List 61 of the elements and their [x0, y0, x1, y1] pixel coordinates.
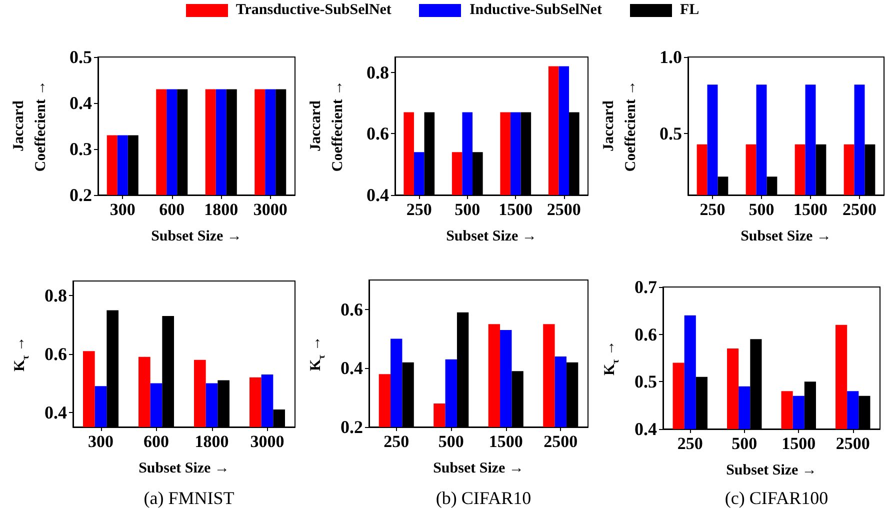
y-axis-title: Jaccard Coeffecient →	[601, 80, 639, 172]
x-tick-label: 2500	[842, 200, 876, 219]
y-tick-label: 0.6	[366, 124, 389, 144]
x-tick-label: 1800	[204, 200, 238, 219]
x-tick-label: 250	[677, 434, 703, 453]
x-tick-label: 250	[700, 200, 726, 219]
x-tick-label: 1500	[794, 200, 828, 219]
y-axis-title: Jaccard Coeffecient →	[308, 80, 346, 172]
x-tick-label: 600	[144, 432, 169, 451]
x-tick-label: 600	[159, 200, 185, 219]
x-tick-label: 500	[732, 434, 758, 453]
x-tick-label: 500	[748, 200, 774, 219]
text: (a) FMNIST	[144, 488, 234, 508]
x-tick-label: 1500	[488, 432, 523, 451]
y-tick-label: 0.2	[340, 417, 363, 437]
x-axis-title: Subset Size →	[446, 228, 537, 244]
legend-label: Transductive-SubSelNet	[236, 2, 392, 19]
y-axis-title: Kτ →	[12, 336, 32, 372]
y-tick-label: 1.0	[660, 47, 682, 67]
y-tick-label: 0.8	[44, 286, 67, 306]
x-tick-label: 300	[88, 432, 114, 451]
x-tick-label: 1500	[782, 434, 816, 453]
y-tick-label: 0.6	[634, 324, 657, 344]
x-axis-title: Subset Size →	[433, 460, 524, 476]
x-tick-label: 250	[384, 432, 410, 451]
legend-label: Inductive-SubSelNet	[469, 2, 602, 19]
x-tick-label: 2500	[546, 200, 581, 219]
x-axis-title: Subset Size →	[726, 462, 817, 478]
x-axis-title: Subset Size →	[151, 228, 242, 244]
y-tick-label: 0.5	[660, 124, 682, 144]
y-tick-label: 0.4	[634, 419, 657, 439]
y-tick-label: 0.4	[70, 93, 92, 113]
y-axis-title: Kτ →	[308, 336, 328, 372]
x-tick-label: 2500	[836, 434, 870, 453]
x-axis-title: Subset Size →	[740, 228, 832, 244]
y-axis-title: Jaccard Coeffecient →	[11, 80, 49, 172]
y-tick-label: 0.4	[340, 358, 363, 378]
text: (b) CIFAR10	[436, 488, 532, 508]
y-tick-label: 0.3	[70, 139, 92, 159]
x-axis-title: Subset Size →	[138, 460, 230, 476]
y-tick-label: 0.7	[634, 277, 657, 297]
y-tick-label: 0.5	[70, 47, 92, 67]
x-tick-label: 500	[438, 432, 464, 451]
x-tick-label: 300	[110, 200, 136, 219]
y-tick-label: 0.5	[634, 372, 657, 392]
y-tick-label: 0.4	[366, 185, 389, 205]
y-tick-label: 0.2	[70, 185, 92, 205]
y-tick-label: 0.6	[44, 344, 67, 364]
x-tick-label: 1500	[498, 200, 533, 219]
x-tick-label: 2500	[544, 432, 578, 451]
y-tick-label: 0.4	[44, 402, 67, 422]
y-tick-label: 0.6	[340, 299, 363, 320]
text: (c) CIFAR100	[724, 488, 828, 508]
x-tick-label: 500	[454, 200, 480, 219]
x-tick-label: 1800	[194, 432, 229, 451]
y-axis-title: Kτ →	[602, 340, 622, 376]
legend-label: FL	[680, 2, 700, 19]
y-tick-label: 0.8	[366, 62, 389, 82]
x-tick-label: 3000	[253, 200, 288, 219]
x-tick-label: 250	[406, 200, 432, 219]
x-tick-label: 3000	[250, 432, 284, 451]
